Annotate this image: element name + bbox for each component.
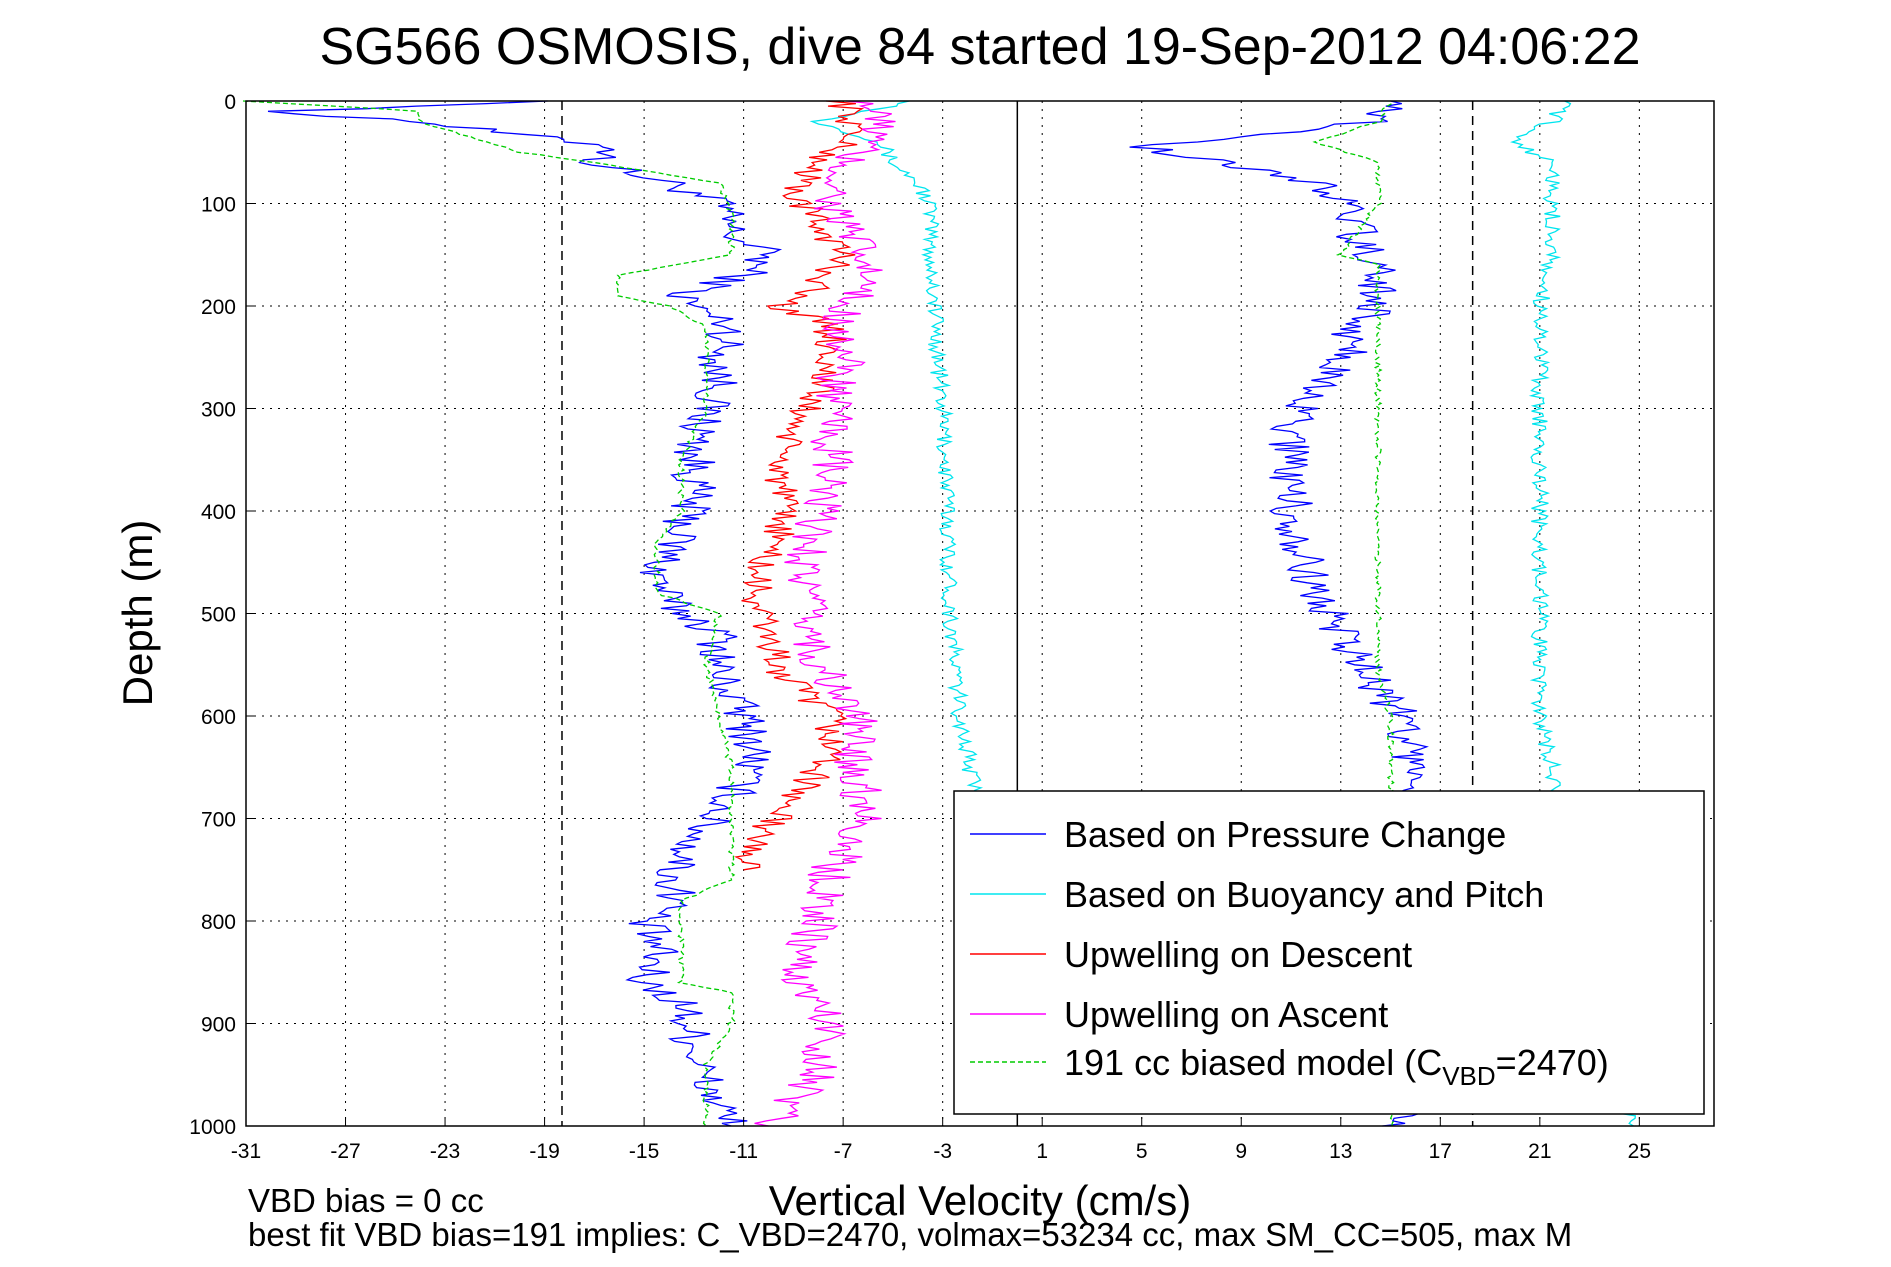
- footer-annotation-bias: VBD bias = 0 cc: [248, 1182, 484, 1219]
- series-3: [734, 100, 865, 871]
- y-tick-label: 200: [201, 296, 236, 319]
- x-tick-label: 1: [1036, 1140, 1048, 1163]
- x-axis-label: Vertical Velocity (cm/s): [769, 1177, 1191, 1224]
- legend-label: 191 cc biased model (CVBD=2470): [1064, 1042, 1609, 1091]
- legend-label-text: Upwelling on Descent: [1064, 934, 1412, 975]
- y-tick-label: 1000: [189, 1116, 236, 1139]
- x-tick-label: 5: [1136, 1140, 1148, 1163]
- x-tick-label: -15: [629, 1140, 659, 1163]
- y-tick-label: 100: [201, 194, 236, 217]
- series-line-descent: [754, 100, 896, 1127]
- legend-label: Upwelling on Descent: [1064, 934, 1412, 975]
- y-tick-label: 0: [224, 91, 236, 114]
- y-tick-label: 500: [201, 604, 236, 627]
- legend-box: [953, 790, 1705, 1115]
- y-tick-label: 400: [201, 501, 236, 524]
- legend-label: Based on Pressure Change: [1064, 814, 1506, 855]
- series-line-descent: [267, 100, 783, 1127]
- legend-label-text: Upwelling on Ascent: [1064, 994, 1388, 1035]
- x-tick-label: 9: [1235, 1140, 1247, 1163]
- x-tick-label: -3: [933, 1140, 952, 1163]
- y-tick-label: 300: [201, 399, 236, 422]
- x-tick-label: 13: [1329, 1140, 1352, 1163]
- x-tick-label: -11: [729, 1140, 758, 1163]
- y-tick-label: 600: [201, 706, 236, 729]
- x-tick-label: -23: [430, 1140, 460, 1163]
- footer-annotation-bestfit: best fit VBD bias=191 implies: C_VBD=247…: [248, 1216, 1572, 1253]
- y-axis-label: Depth (m): [114, 520, 161, 707]
- legend-label: Based on Buoyancy and Pitch: [1064, 874, 1544, 915]
- y-tick-label: 900: [201, 1014, 236, 1037]
- x-tick-label: -7: [834, 1140, 853, 1163]
- x-tick-label: 21: [1528, 1140, 1551, 1163]
- legend: Based on Pressure Change Based on Buoyanc…: [953, 790, 1705, 1115]
- chart-title: SG566 OSMOSIS, dive 84 started 19-Sep-20…: [319, 18, 1640, 76]
- legend-label-text: 191 cc biased model (C: [1064, 1042, 1442, 1083]
- x-tick-label: -19: [529, 1140, 559, 1163]
- series-line-descent: [242, 100, 736, 1127]
- legend-label-text: Based on Pressure Change: [1064, 814, 1506, 855]
- x-tick-label: -31: [231, 1140, 261, 1163]
- legend-label-text: Based on Buoyancy and Pitch: [1064, 874, 1544, 915]
- x-tick-label: 17: [1429, 1140, 1452, 1163]
- y-tick-label: 800: [201, 911, 236, 934]
- series-line-descent: [809, 100, 984, 819]
- axis-ticks: -31 -27 -23 -19 -15 -11 -7 -3 1 5 9 13 17 21 250100200…: [189, 91, 1651, 1163]
- legend-label: Upwelling on Ascent: [1064, 994, 1388, 1035]
- legend-label-tail: =2470): [1496, 1042, 1609, 1083]
- series-4: [754, 100, 896, 1127]
- x-tick-label: 25: [1628, 1140, 1651, 1163]
- y-tick-label: 700: [201, 809, 236, 832]
- series-line-descent: [734, 100, 865, 871]
- legend-label-subscript: VBD: [1442, 1061, 1495, 1091]
- x-tick-label: -27: [330, 1140, 360, 1163]
